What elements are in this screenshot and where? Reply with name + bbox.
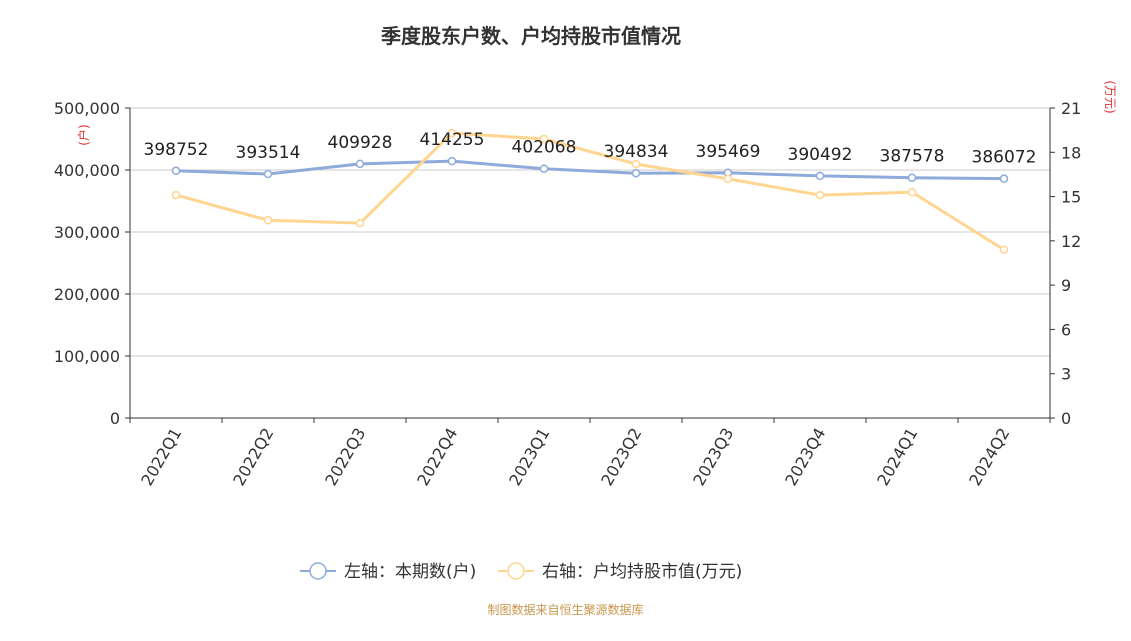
series-line-left bbox=[175, 159, 1005, 181]
right-axis-tick-label: 0 bbox=[1061, 409, 1071, 428]
source-note: 制图数据来自恒生聚源数据库 bbox=[487, 603, 644, 617]
legend-label: 右轴：户均持股市值(万元) bbox=[542, 562, 742, 582]
left-axis-tick-label: 200,000 bbox=[54, 285, 120, 304]
series-points bbox=[171, 128, 1009, 254]
data-label: 398752 bbox=[144, 140, 209, 160]
data-label: 394834 bbox=[604, 142, 669, 162]
left-axis-tick-label: 0 bbox=[110, 409, 120, 428]
data-point-left bbox=[263, 169, 273, 179]
right-axis-unit-label: (万元) bbox=[1103, 80, 1117, 113]
chart-title: 季度股东户数、户均持股市值情况 bbox=[380, 24, 681, 48]
x-tick-label: 2022Q1 bbox=[137, 425, 185, 489]
right-axis-tick-label: 15 bbox=[1061, 188, 1081, 207]
data-label: 414255 bbox=[420, 130, 485, 150]
right-axis-tick-label: 3 bbox=[1061, 365, 1071, 384]
data-label: 402068 bbox=[512, 138, 577, 158]
gridlines bbox=[130, 107, 1050, 357]
right-axis-tick-label: 21 bbox=[1061, 99, 1081, 118]
data-point-left bbox=[631, 168, 641, 178]
x-tick-label: 2024Q1 bbox=[873, 425, 921, 489]
x-tick-label: 2023Q2 bbox=[597, 425, 645, 489]
data-point-left bbox=[171, 166, 181, 176]
data-point-left bbox=[447, 156, 457, 166]
x-tick-labels: 2022Q1 2022Q2 2022Q3 2022Q4 2023Q1 2023Q2 2023… bbox=[137, 425, 1013, 489]
data-point-left bbox=[815, 171, 825, 181]
data-label: 393514 bbox=[236, 143, 301, 163]
data-point-left bbox=[907, 173, 917, 182]
x-tick-label: 2023Q3 bbox=[689, 425, 737, 489]
data-label: 390492 bbox=[788, 145, 853, 165]
data-point-right bbox=[447, 128, 457, 138]
left-axis-tick-label: 300,000 bbox=[54, 223, 120, 242]
series-line-right bbox=[175, 131, 1005, 251]
x-tick-label: 2024Q2 bbox=[965, 425, 1013, 489]
x-tick-label: 2022Q3 bbox=[321, 425, 369, 489]
left-axis-tick-label: 100,000 bbox=[54, 347, 120, 366]
x-tick-label: 2022Q4 bbox=[413, 425, 461, 489]
series-lines bbox=[175, 131, 1005, 251]
right-axis-tick-label: 9 bbox=[1061, 276, 1071, 295]
data-point-right bbox=[539, 134, 549, 144]
data-labels: 398752 393514 409928 414255 402068 394834 3954… bbox=[144, 130, 1037, 167]
x-tick-label: 2023Q4 bbox=[781, 425, 829, 489]
data-label: 387578 bbox=[880, 147, 945, 167]
data-point-left bbox=[539, 164, 549, 173]
data-point-left bbox=[355, 159, 365, 169]
data-label: 395469 bbox=[696, 142, 761, 162]
legend-marker-icon bbox=[507, 562, 525, 580]
data-label: 386072 bbox=[972, 148, 1037, 168]
data-point-right bbox=[723, 174, 733, 184]
legend[interactable]: 左轴：本期数(户) 右轴：户均持股市值(万元) bbox=[300, 562, 742, 582]
data-point-left bbox=[999, 174, 1009, 183]
right-axis-tick-label: 6 bbox=[1061, 320, 1071, 339]
data-point-right bbox=[815, 190, 825, 200]
data-point-right bbox=[263, 215, 273, 225]
x-tick-label: 2023Q1 bbox=[505, 425, 553, 489]
left-axis-unit-label: (户) bbox=[76, 124, 91, 145]
data-point-right bbox=[171, 190, 181, 200]
legend-marker-icon bbox=[309, 562, 327, 580]
legend-item[interactable]: 左轴：本期数(户) bbox=[300, 562, 476, 582]
data-point-right bbox=[631, 159, 641, 169]
right-axis-tick-label: 12 bbox=[1061, 232, 1081, 251]
data-point-right bbox=[999, 245, 1009, 254]
left-axis-tick-label: 400,000 bbox=[54, 161, 120, 180]
data-label: 409928 bbox=[328, 133, 393, 153]
legend-label: 左轴：本期数(户) bbox=[344, 562, 476, 582]
left-axis-tick-label: 500,000 bbox=[54, 99, 120, 118]
data-point-right bbox=[355, 218, 365, 228]
legend-item[interactable]: 右轴：户均持股市值(万元) bbox=[498, 562, 742, 582]
x-tick-label: 2022Q2 bbox=[229, 425, 277, 489]
right-axis-tick-label: 18 bbox=[1061, 143, 1081, 162]
data-point-right bbox=[907, 187, 917, 197]
axes: 0 100,000 200,000 300,000 400,000 500,000 0 3 6 9… bbox=[54, 99, 1082, 428]
